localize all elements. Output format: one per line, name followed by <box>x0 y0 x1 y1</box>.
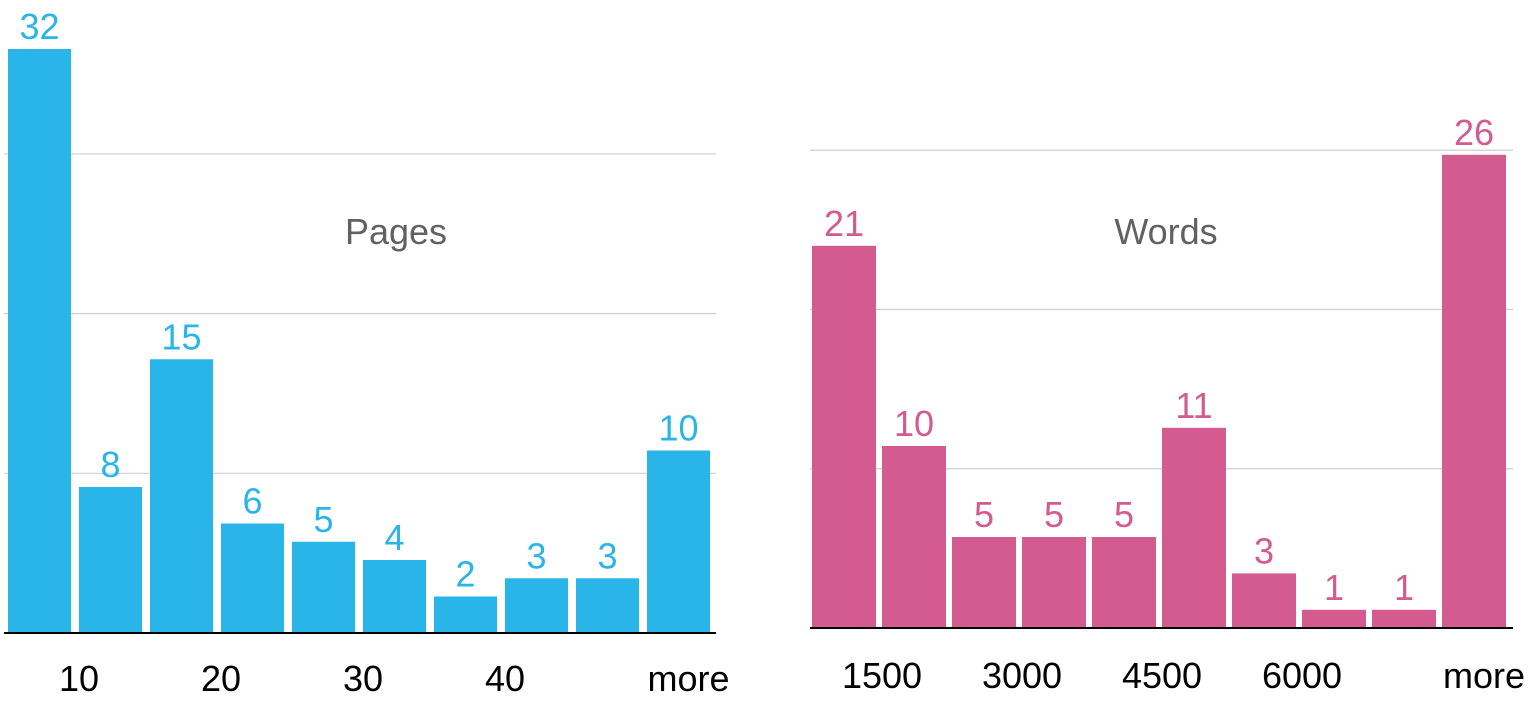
pages-x-tick-label: 40 <box>485 658 525 699</box>
pages-chart-title: Pages <box>345 211 447 252</box>
words-data-label: 5 <box>1114 494 1134 535</box>
pages-bar <box>647 450 710 633</box>
pages-bar <box>363 560 426 633</box>
pages-bar <box>292 541 355 633</box>
pages-bar <box>505 578 568 633</box>
words-x-tick-label: 1500 <box>842 655 922 696</box>
pages-x-tick-label: more <box>647 658 729 699</box>
pages-data-label: 3 <box>597 535 617 576</box>
pages-data-label: 6 <box>242 481 262 522</box>
words-x-tick-label: more <box>1443 655 1525 696</box>
words-data-label: 1 <box>1324 567 1344 608</box>
pages-data-label: 10 <box>658 408 698 449</box>
words-x-tick-label: 4500 <box>1122 655 1202 696</box>
words-data-label: 1 <box>1394 567 1414 608</box>
words-bar <box>1442 154 1506 629</box>
words-chart-title: Words <box>1114 211 1217 252</box>
words-x-tick-label: 6000 <box>1262 655 1342 696</box>
pages-x-tick-label: 10 <box>59 658 99 699</box>
pages-bar <box>221 523 284 633</box>
words-data-label: 3 <box>1254 530 1274 571</box>
pages-bar <box>576 578 639 633</box>
pages-bar <box>150 359 213 633</box>
words-bar <box>1162 427 1226 628</box>
pages-data-label: 2 <box>455 554 475 595</box>
words-data-label: 5 <box>1044 494 1064 535</box>
words-bar <box>1232 573 1296 628</box>
pages-x-tick-label: 20 <box>201 658 241 699</box>
pages-data-label: 5 <box>313 499 333 540</box>
words-data-label: 10 <box>894 403 934 444</box>
pages-data-label: 15 <box>161 316 201 357</box>
words-data-label: 5 <box>974 494 994 535</box>
pages-bar <box>79 487 142 633</box>
words-bar <box>1092 537 1156 628</box>
pages-data-label: 3 <box>526 535 546 576</box>
words-x-tick-label: 3000 <box>982 655 1062 696</box>
pages-data-label: 32 <box>19 6 59 47</box>
words-bar <box>882 446 946 628</box>
words-data-label: 26 <box>1454 112 1494 153</box>
pages-data-label: 8 <box>100 444 120 485</box>
pages-bar <box>434 596 497 633</box>
words-bar <box>952 537 1016 628</box>
pages-data-label: 4 <box>384 517 404 558</box>
pages-chart-panel: Pages 32 8 10 15 6 20 5 4 30 2 3 40 3 10 more <box>4 6 730 699</box>
words-data-label: 21 <box>824 203 864 244</box>
pages-x-tick-label: 30 <box>343 658 383 699</box>
words-bar <box>1022 537 1086 628</box>
words-bar <box>1372 609 1436 628</box>
words-data-label: 11 <box>1175 385 1212 426</box>
words-chart-panel: Words 21 10 1500 5 5 3000 5 11 4500 3 1 6000 1 26 more <box>810 112 1525 696</box>
words-bar <box>1302 609 1366 628</box>
pages-bar <box>8 49 71 633</box>
words-bar <box>812 245 876 629</box>
